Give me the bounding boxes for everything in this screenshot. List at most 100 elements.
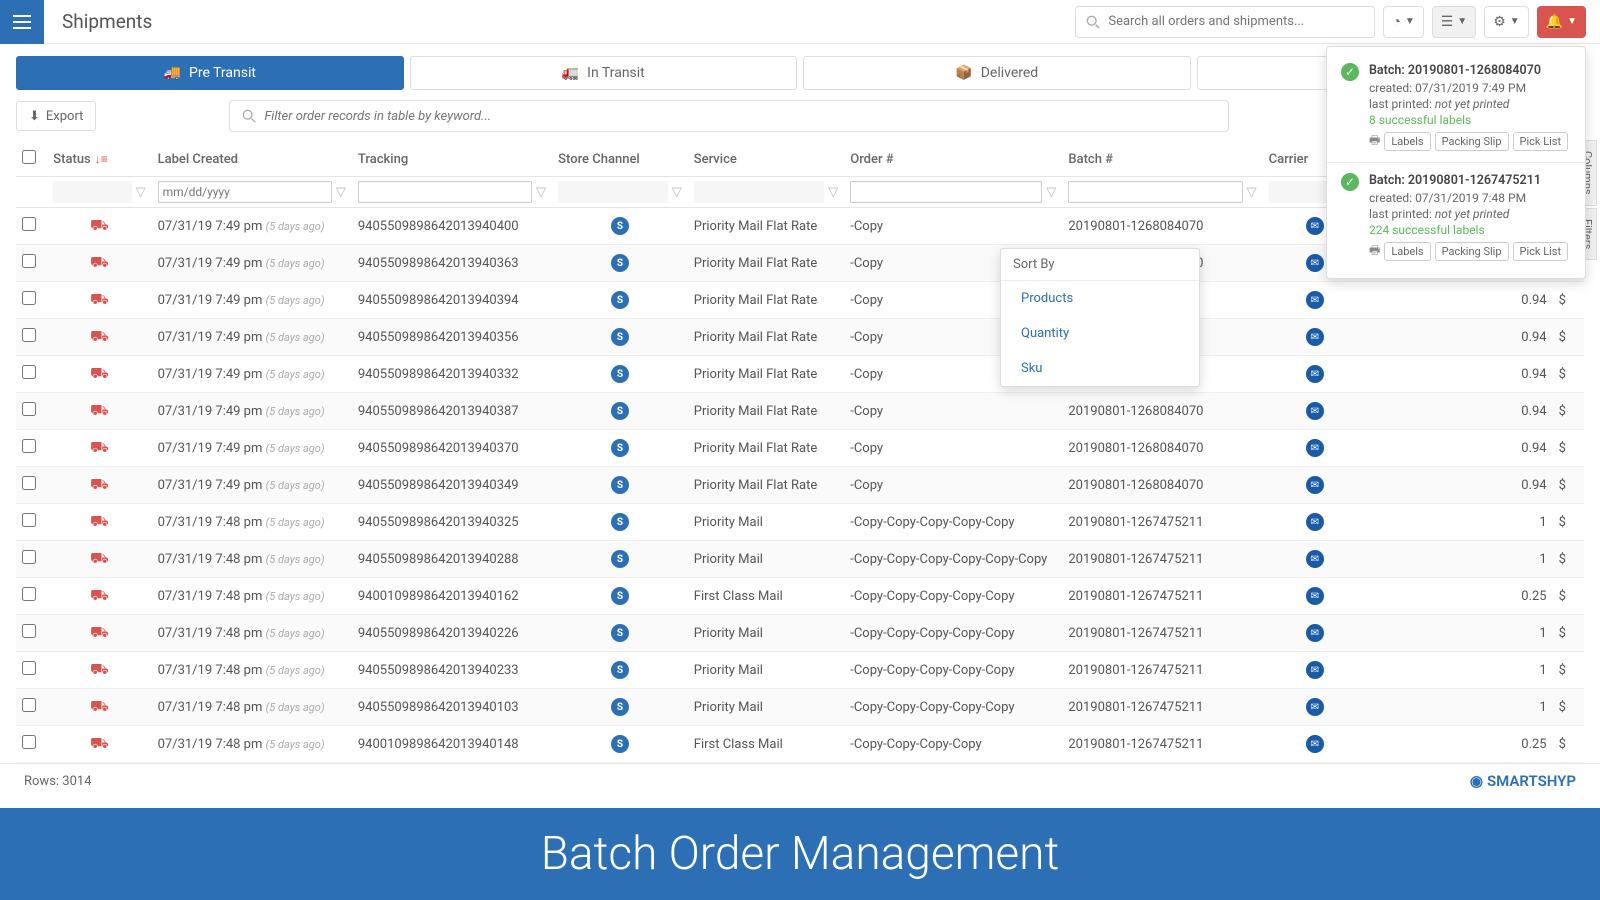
table-row[interactable]: ⛟07/31/19 7:49 pm (5 days ago)9405509898… — [16, 356, 1584, 393]
status-pre-transit-icon: ⛟ — [90, 586, 109, 604]
global-search[interactable] — [1075, 6, 1375, 38]
row-checkbox[interactable] — [22, 513, 36, 527]
cell-order: -Copy-Copy-Copy-Copy — [844, 726, 1062, 763]
tracking-filter-input[interactable] — [358, 181, 532, 203]
caret-down-icon: ▼ — [1567, 16, 1577, 27]
packing-slip-button[interactable]: Packing Slip — [1435, 132, 1509, 151]
row-checkbox[interactable] — [22, 291, 36, 305]
row-checkbox[interactable] — [22, 661, 36, 675]
funnel-icon[interactable]: ▽ — [1046, 185, 1056, 200]
sort-by-products[interactable]: Products — [1001, 281, 1199, 316]
cell-cost-prefix: $ — [1553, 393, 1584, 430]
export-button[interactable]: ⬇Export — [16, 101, 96, 131]
row-checkbox[interactable] — [22, 587, 36, 601]
cell-service: Priority Mail — [688, 652, 844, 689]
batch-filter-input[interactable] — [1068, 181, 1242, 203]
settings-dropdown-button[interactable]: ⚙▼ — [1484, 6, 1528, 38]
table-row[interactable]: ⛟07/31/19 7:49 pm (5 days ago)9405509898… — [16, 467, 1584, 504]
table-filter[interactable] — [229, 100, 1229, 132]
global-search-input[interactable] — [1108, 14, 1364, 29]
col-batch[interactable]: Batch # — [1062, 142, 1262, 177]
notif-printed: last printed: not yet printed — [1369, 97, 1568, 111]
sort-by-sku[interactable]: Sku — [1001, 351, 1199, 386]
notifications-dropdown-button[interactable]: 🔔▼ — [1537, 6, 1586, 38]
channel-filter[interactable] — [558, 181, 668, 203]
cell-service: First Class Mail — [688, 726, 844, 763]
success-check-icon: ✓ — [1341, 173, 1359, 191]
row-checkbox[interactable] — [22, 328, 36, 342]
funnel-icon[interactable]: ▽ — [536, 185, 546, 200]
cell-quote: 0.25 — [1367, 726, 1553, 763]
sort-by-quantity[interactable]: Quantity — [1001, 316, 1199, 351]
cell-quote: 0.25 — [1367, 578, 1553, 615]
tab-pre-transit[interactable]: 🚚Pre Transit — [16, 56, 404, 90]
date-filter-input[interactable] — [158, 181, 332, 203]
select-all-checkbox[interactable] — [22, 150, 36, 164]
table-row[interactable]: ⛟07/31/19 7:48 pm (5 days ago)9405509898… — [16, 504, 1584, 541]
cell-label-created: 07/31/19 7:48 pm (5 days ago) — [152, 689, 352, 726]
funnel-icon[interactable]: ▽ — [1247, 185, 1257, 200]
cell-cost-prefix: $ — [1553, 504, 1584, 541]
table-row[interactable]: ⛟07/31/19 7:49 pm (5 days ago)9405509898… — [16, 430, 1584, 467]
col-service[interactable]: Service — [688, 142, 844, 177]
row-checkbox[interactable] — [22, 476, 36, 490]
pick-list-button[interactable]: Pick List — [1513, 132, 1569, 151]
packing-slip-button[interactable]: Packing Slip — [1435, 242, 1509, 261]
table-row[interactable]: ⛟07/31/19 7:48 pm (5 days ago)9400109898… — [16, 578, 1584, 615]
cell-quote: 0.94 — [1367, 430, 1553, 467]
pick-list-button[interactable]: Pick List — [1513, 242, 1569, 261]
cell-label-created: 07/31/19 7:48 pm (5 days ago) — [152, 615, 352, 652]
service-filter[interactable] — [694, 181, 824, 203]
layers-dropdown-button[interactable]: ☰▼ — [1432, 6, 1476, 38]
cell-batch: 20190801-1267475211 — [1062, 652, 1262, 689]
row-checkbox[interactable] — [22, 254, 36, 268]
search-icon — [242, 109, 256, 123]
table-row[interactable]: ⛟07/31/19 7:49 pm (5 days ago)9405509898… — [16, 282, 1584, 319]
status-pre-transit-icon: ⛟ — [90, 623, 109, 641]
chart-dropdown-button[interactable]: ◔▼ — [1383, 6, 1423, 38]
table-row[interactable]: ⛟07/31/19 7:48 pm (5 days ago)9400109898… — [16, 726, 1584, 763]
tab-delivered[interactable]: 📦Delivered — [803, 56, 1191, 90]
funnel-icon[interactable]: ▽ — [828, 185, 838, 200]
table-body: ⛟07/31/19 7:49 pm (5 days ago)9405509898… — [16, 208, 1584, 763]
notification-item[interactable]: ✓ Batch: 20190801-1268084070 created: 07… — [1327, 53, 1585, 163]
table-row[interactable]: ⛟07/31/19 7:48 pm (5 days ago)9405509898… — [16, 615, 1584, 652]
row-checkbox[interactable] — [22, 698, 36, 712]
row-checkbox[interactable] — [22, 439, 36, 453]
store-channel-icon: S — [611, 254, 629, 272]
funnel-icon[interactable]: ▽ — [136, 185, 146, 200]
carrier-usps-icon: ✉ — [1306, 291, 1324, 309]
row-checkbox[interactable] — [22, 217, 36, 231]
tab-in-transit[interactable]: 🚛In Transit — [410, 56, 798, 90]
notification-item[interactable]: ✓ Batch: 20190801-1267475211 created: 07… — [1327, 163, 1585, 272]
tab-label: Delivered — [981, 65, 1038, 81]
funnel-icon[interactable]: ▽ — [336, 185, 346, 200]
col-tracking[interactable]: Tracking — [352, 142, 552, 177]
labels-button[interactable]: Labels — [1384, 242, 1430, 261]
hamburger-menu-button[interactable] — [0, 0, 44, 44]
table-row[interactable]: ⛟07/31/19 7:49 pm (5 days ago)9405509898… — [16, 319, 1584, 356]
order-filter-input[interactable] — [850, 181, 1042, 203]
table-row[interactable]: ⛟07/31/19 7:48 pm (5 days ago)9405509898… — [16, 652, 1584, 689]
cell-order: -Copy-Copy-Copy-Copy-Copy — [844, 652, 1062, 689]
row-checkbox[interactable] — [22, 735, 36, 749]
col-label-created[interactable]: Label Created — [152, 142, 352, 177]
col-store-channel[interactable]: Store Channel — [552, 142, 688, 177]
cell-batch: 20190801-1268084070 — [1062, 467, 1262, 504]
col-order[interactable]: Order # — [844, 142, 1062, 177]
row-checkbox[interactable] — [22, 624, 36, 638]
table-row[interactable]: ⛟07/31/19 7:49 pm (5 days ago)9405509898… — [16, 393, 1584, 430]
col-status[interactable]: Status — [53, 152, 90, 167]
row-checkbox[interactable] — [22, 402, 36, 416]
cell-batch: 20190801-1267475211 — [1062, 689, 1262, 726]
table-row[interactable]: ⛟07/31/19 7:48 pm (5 days ago)9405509898… — [16, 541, 1584, 578]
table-filter-input[interactable] — [264, 109, 1216, 124]
table-row[interactable]: ⛟07/31/19 7:48 pm (5 days ago)9405509898… — [16, 689, 1584, 726]
status-filter[interactable] — [53, 181, 131, 203]
labels-button[interactable]: Labels — [1384, 132, 1430, 151]
cell-batch: 20190801-1267475211 — [1062, 541, 1262, 578]
row-checkbox[interactable] — [22, 365, 36, 379]
funnel-icon[interactable]: ▽ — [672, 185, 682, 200]
row-checkbox[interactable] — [22, 550, 36, 564]
cell-service: Priority Mail Flat Rate — [688, 430, 844, 467]
